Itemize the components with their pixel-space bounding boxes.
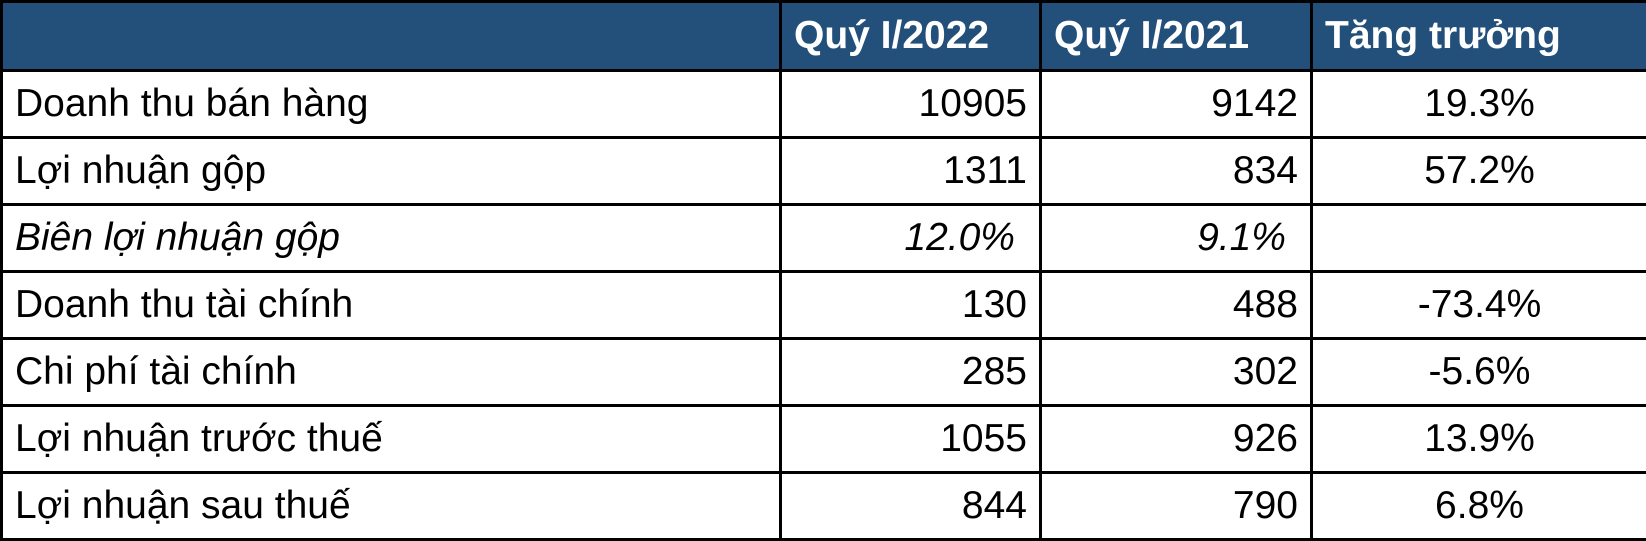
cell: 926 <box>1041 406 1312 473</box>
row: Lợi nhuận gộp 1311 834 57.2% <box>2 138 1646 205</box>
cell: -5.6% <box>1312 339 1646 406</box>
cell: 13.9% <box>1312 406 1646 473</box>
cell: 6.8% <box>1312 473 1646 540</box>
row: Lợi nhuận sau thuế 844 790 6.8% <box>2 473 1646 540</box>
cell: 57.2% <box>1312 138 1646 205</box>
cell: 9.1% <box>1041 205 1312 272</box>
header-cell <box>2 2 781 71</box>
cell: 488 <box>1041 272 1312 339</box>
header-cell: Quý I/2021 <box>1041 2 1312 71</box>
cell: 19.3% <box>1312 71 1646 138</box>
cell: 9142 <box>1041 71 1312 138</box>
cell: 10905 <box>781 71 1041 138</box>
row: Lợi nhuận trước thuế 1055 926 13.9% <box>2 406 1646 473</box>
cell: 130 <box>781 272 1041 339</box>
cell: 285 <box>781 339 1041 406</box>
row: Biên lợi nhuận gộp 12.0% 9.1% <box>2 205 1646 272</box>
row: Doanh thu tài chính 130 488 -73.4% <box>2 272 1646 339</box>
row: Chi phí tài chính 285 302 -5.6% <box>2 339 1646 406</box>
row-label: Biên lợi nhuận gộp <box>2 205 781 272</box>
header-cell: Tăng trưởng <box>1312 2 1646 71</box>
row-label: Lợi nhuận trước thuế <box>2 406 781 473</box>
cell: 834 <box>1041 138 1312 205</box>
row-label: Lợi nhuận gộp <box>2 138 781 205</box>
cell: 1311 <box>781 138 1041 205</box>
cell: 844 <box>781 473 1041 540</box>
cell: -73.4% <box>1312 272 1646 339</box>
header-row: Quý I/2022 Quý I/2021 Tăng trưởng <box>2 2 1646 71</box>
cell: 790 <box>1041 473 1312 540</box>
row-label: Chi phí tài chính <box>2 339 781 406</box>
header-cell: Quý I/2022 <box>781 2 1041 71</box>
cell <box>1312 205 1646 272</box>
row-label: Doanh thu tài chính <box>2 272 781 339</box>
row-label: Lợi nhuận sau thuế <box>2 473 781 540</box>
row: Doanh thu bán hàng 10905 9142 19.3% <box>2 71 1646 138</box>
cell: 302 <box>1041 339 1312 406</box>
row-label: Doanh thu bán hàng <box>2 71 781 138</box>
cell: 1055 <box>781 406 1041 473</box>
cell: 12.0% <box>781 205 1041 272</box>
